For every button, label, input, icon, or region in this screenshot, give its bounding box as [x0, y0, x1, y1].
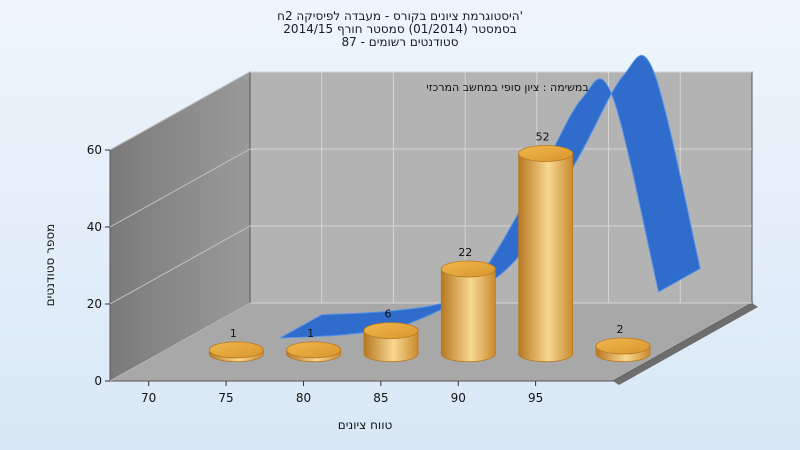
x-tick-label: 80 [296, 391, 311, 405]
bar [208, 341, 264, 363]
chart-title: היסטוגרמת ציונים בקורס - מעבדה לפיסיקה 2… [0, 10, 800, 49]
data-labels: 1 1 6 22 52 2 [230, 131, 624, 340]
bar [518, 145, 574, 363]
bar-value-label: 1 [230, 327, 237, 340]
bar-body [440, 268, 496, 363]
axis-ticks: 0 20 40 60 70 75 80 85 90 95 [87, 143, 544, 405]
x-tick-label: 70 [141, 391, 156, 405]
bar-value-label: 6 [384, 308, 391, 321]
bar [286, 341, 342, 363]
gridline-side [109, 225, 251, 305]
bar-value-label: 52 [536, 131, 550, 144]
x-tick-label: 90 [451, 391, 466, 405]
y-tick-label: 60 [87, 143, 102, 157]
x-axis-title: טווח ציונים [337, 418, 393, 432]
chart-subtitle: במשימה : ציון סופי במחשב המרכזי [426, 81, 589, 94]
title-line-3: סטודנטים רשומים - 87 [341, 35, 459, 49]
y-axis-title: מספר סטודנטים [43, 223, 57, 307]
gridline-side [109, 71, 251, 151]
bar-top [595, 337, 651, 355]
bar-body [363, 330, 419, 363]
bar [440, 260, 496, 363]
bar-top [286, 341, 342, 359]
histogram-bars [208, 145, 651, 363]
gridline-side [109, 302, 251, 382]
bar-top [518, 145, 574, 162]
bar-top [440, 260, 496, 278]
y-tick-label: 0 [94, 374, 102, 388]
title-line-2: בסמסטר (01/2014) סמסטר חורף 2014/15 [283, 22, 517, 36]
x-tick-label: 75 [218, 391, 233, 405]
bar-value-label: 1 [307, 327, 314, 340]
x-tick-label: 85 [373, 391, 388, 405]
bar-top [208, 341, 264, 359]
title-line-1: היסטוגרמת ציונים בקורס - מעבדה לפיסיקה 2… [277, 9, 523, 23]
floor-edge [613, 303, 758, 385]
y-tick-label: 20 [87, 297, 102, 311]
x-tick-label: 95 [528, 391, 543, 405]
bar [595, 337, 651, 363]
bar-body [518, 153, 574, 363]
bar-value-label: 2 [616, 323, 623, 336]
bar [363, 322, 419, 363]
gridline-side [109, 148, 251, 228]
bar-value-label: 22 [458, 246, 472, 259]
bar-top [363, 322, 419, 340]
y-tick-label: 40 [87, 220, 102, 234]
